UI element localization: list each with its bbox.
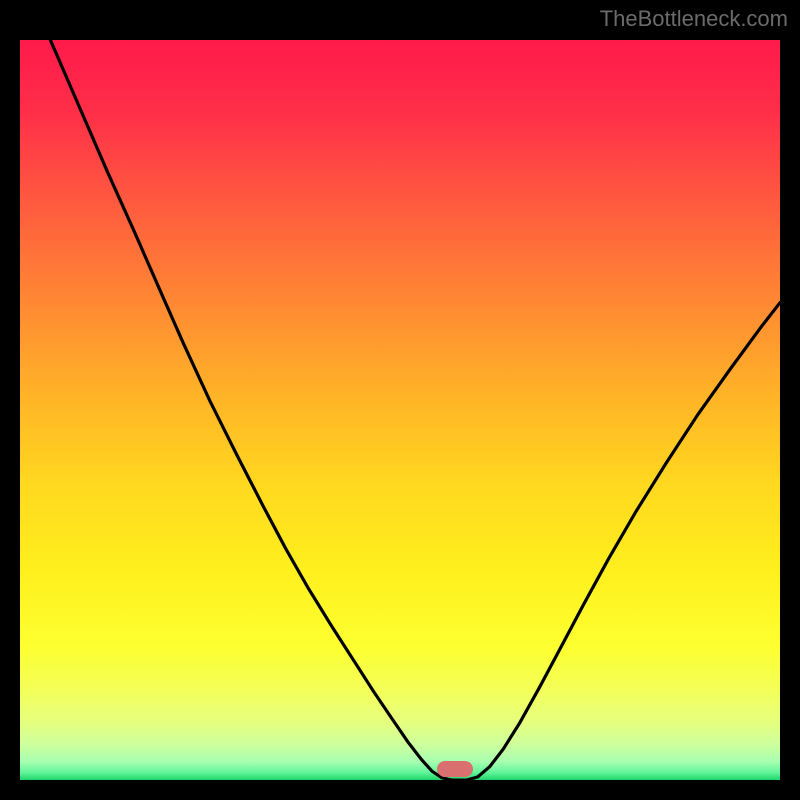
chart-frame — [14, 34, 786, 786]
minimum-marker — [437, 761, 473, 777]
curve-layer — [20, 40, 780, 780]
plot-area — [20, 40, 780, 780]
watermark-text: TheBottleneck.com — [600, 6, 788, 32]
bottleneck-curve — [50, 40, 780, 780]
